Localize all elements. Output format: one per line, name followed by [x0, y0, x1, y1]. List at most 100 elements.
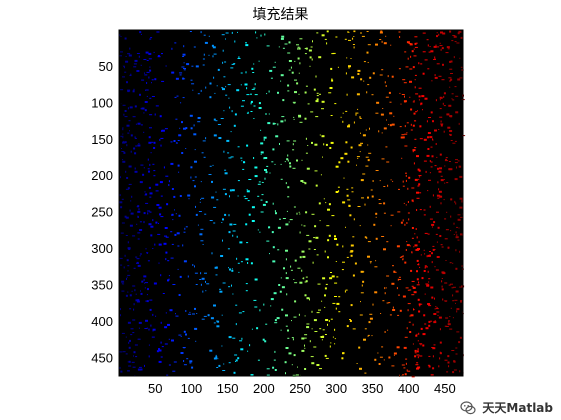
filled-pixel	[397, 211, 401, 213]
filled-pixel	[145, 300, 149, 302]
filled-pixel	[365, 236, 367, 238]
filled-pixel	[424, 253, 426, 255]
filled-pixel	[357, 69, 361, 72]
filled-pixel	[183, 364, 187, 366]
filled-pixel	[251, 206, 255, 209]
filled-pixel	[224, 172, 228, 175]
filled-pixel	[439, 352, 442, 355]
filled-pixel	[372, 180, 374, 182]
filled-pixel	[432, 347, 436, 350]
filled-pixel	[381, 69, 384, 71]
filled-pixel	[166, 374, 169, 376]
filled-pixel	[253, 105, 256, 107]
filled-pixel	[410, 269, 413, 272]
filled-pixel	[279, 143, 280, 145]
filled-pixel	[185, 310, 187, 312]
filled-pixel	[238, 271, 240, 273]
filled-pixel	[386, 302, 389, 304]
filled-pixel	[194, 185, 196, 188]
filled-pixel	[180, 102, 182, 104]
filled-pixel	[225, 94, 228, 96]
filled-pixel	[175, 313, 176, 315]
filled-pixel	[391, 75, 394, 78]
filled-pixel	[322, 277, 326, 280]
filled-pixel	[285, 223, 289, 226]
filled-pixel	[146, 95, 148, 97]
filled-pixel	[442, 102, 444, 105]
filled-pixel	[411, 237, 414, 239]
filled-pixel	[407, 57, 409, 60]
filled-pixel	[430, 286, 434, 289]
filled-pixel	[190, 166, 193, 169]
filled-pixel	[461, 200, 464, 203]
filled-pixel	[301, 159, 303, 161]
filled-pixel	[161, 80, 165, 82]
filled-pixel	[439, 235, 442, 237]
filled-pixel	[420, 254, 422, 256]
filled-pixel	[372, 72, 375, 75]
filled-pixel	[375, 112, 379, 114]
filled-pixel	[452, 262, 454, 264]
filled-pixel	[425, 283, 429, 285]
filled-pixel	[405, 287, 409, 289]
filled-pixel	[245, 283, 248, 285]
filled-pixel	[155, 105, 159, 107]
filled-pixel	[139, 221, 142, 223]
filled-pixel	[128, 360, 131, 363]
filled-pixel	[212, 46, 216, 49]
filled-pixel	[235, 323, 237, 326]
filled-pixel	[402, 295, 406, 298]
filled-pixel	[280, 37, 284, 40]
filled-pixel	[389, 124, 392, 127]
filled-pixel	[120, 176, 121, 179]
filled-pixel	[304, 344, 305, 347]
filled-pixel	[137, 238, 140, 240]
filled-pixel	[404, 373, 407, 376]
filled-pixel	[447, 48, 450, 50]
filled-pixel	[136, 223, 138, 225]
filled-pixel	[281, 35, 285, 38]
filled-pixel	[449, 130, 453, 132]
filled-pixel	[174, 96, 177, 98]
filled-pixel	[197, 224, 199, 226]
filled-pixel	[187, 337, 190, 339]
filled-pixel	[383, 186, 386, 187]
filled-pixel	[125, 188, 129, 190]
filled-pixel	[367, 62, 369, 63]
filled-pixel	[438, 33, 440, 36]
filled-pixel	[257, 195, 260, 197]
filled-pixel	[426, 255, 428, 258]
filled-pixel	[299, 281, 303, 284]
filled-pixel	[261, 194, 264, 196]
filled-pixel	[140, 164, 144, 166]
filled-pixel	[431, 347, 435, 348]
filled-pixel	[205, 290, 207, 292]
filled-pixel	[231, 268, 233, 270]
filled-pixel	[434, 129, 437, 132]
filled-pixel	[294, 282, 298, 284]
filled-pixel	[350, 250, 354, 253]
filled-pixel	[293, 354, 296, 357]
filled-pixel	[338, 296, 341, 298]
filled-pixel	[321, 100, 325, 103]
filled-pixel	[321, 34, 325, 37]
filled-pixel	[293, 118, 295, 120]
filled-pixel	[317, 283, 321, 285]
filled-pixel	[390, 44, 392, 46]
filled-pixel	[148, 328, 150, 331]
filled-pixel	[361, 35, 365, 37]
filled-pixel	[130, 212, 134, 215]
filled-pixel	[424, 266, 426, 269]
filled-pixel	[455, 267, 458, 270]
filled-pixel	[417, 340, 419, 342]
filled-pixel	[435, 269, 439, 271]
filled-pixel	[455, 236, 459, 239]
filled-pixel	[414, 352, 417, 354]
filled-pixel	[410, 123, 412, 126]
filled-pixel	[422, 51, 426, 53]
filled-pixel	[298, 114, 301, 116]
filled-pixel	[310, 111, 314, 113]
filled-pixel	[127, 89, 131, 92]
filled-pixel	[363, 338, 366, 341]
filled-pixel	[217, 320, 220, 323]
